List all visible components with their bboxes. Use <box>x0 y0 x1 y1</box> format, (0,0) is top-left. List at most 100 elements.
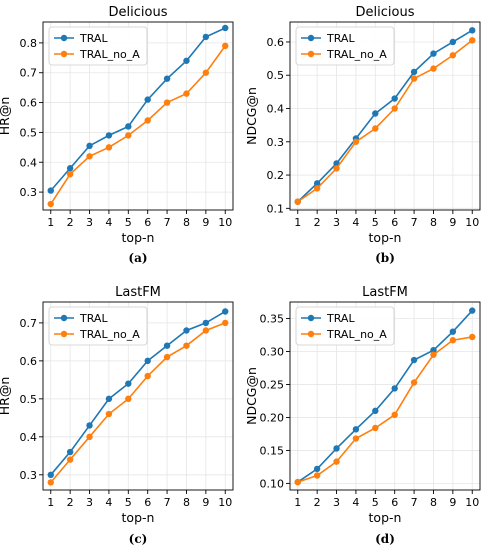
x-tick-label: 10 <box>218 496 232 509</box>
data-point <box>202 319 210 327</box>
plot-frame <box>42 301 234 491</box>
data-point <box>183 327 190 334</box>
x-tick-label: 10 <box>465 496 479 509</box>
data-point <box>449 38 457 46</box>
data-point <box>430 50 437 57</box>
x-tick-label: 4 <box>105 216 112 229</box>
data-point <box>469 333 476 341</box>
data-point <box>66 170 74 178</box>
x-axis-label: top-n <box>122 510 155 525</box>
data-point <box>391 411 398 418</box>
y-tick-label: 0.30 <box>260 345 285 358</box>
data-point <box>410 75 418 82</box>
data-point <box>125 395 132 403</box>
data-point <box>105 410 113 418</box>
y-tick-label: 0.2 <box>267 169 285 182</box>
legend: TRAL TRAL_no_A <box>295 26 395 66</box>
legend-label: TRAL <box>79 312 108 325</box>
legend-marker <box>60 330 68 338</box>
data-point <box>183 57 190 64</box>
legend-box <box>295 306 395 346</box>
legend-marker <box>60 314 68 322</box>
y-tick-label: 0.6 <box>20 355 38 368</box>
legend-marker <box>307 34 315 42</box>
x-tick-label: 4 <box>352 216 359 229</box>
panel-caption: (b) <box>375 251 395 265</box>
series-line-2 <box>297 39 473 203</box>
legend-box <box>295 26 395 66</box>
data-point <box>372 407 379 415</box>
data-point <box>86 422 93 429</box>
x-tick-label: 7 <box>164 496 171 509</box>
data-point <box>430 346 437 354</box>
legend-label: TRAL <box>79 32 108 45</box>
y-axis-label: NDCG@n <box>244 87 259 145</box>
data-point <box>449 328 457 335</box>
x-tick-label: 1 <box>294 496 301 509</box>
legend-marker <box>60 34 68 42</box>
data-point <box>47 187 54 194</box>
legend-label: TRAL <box>326 32 355 45</box>
y-tick-label: 0.7 <box>20 67 38 80</box>
chart-panel-3: 0.3 0.4 0.5 0.6 0.7 1 2 3 4 5 6 7 8 9 10 LastFM top-n HR@… <box>0 285 234 546</box>
x-tick-label: 3 <box>333 496 340 509</box>
data-point <box>66 456 74 463</box>
data-point <box>333 458 340 465</box>
y-tick-label: 0.3 <box>20 186 38 199</box>
y-tick-label: 0.20 <box>260 411 285 424</box>
x-tick-label: 3 <box>86 496 93 509</box>
data-point <box>222 308 229 315</box>
y-tick-label: 0.4 <box>20 156 38 169</box>
x-tick-label: 2 <box>67 496 74 509</box>
data-point <box>391 95 398 102</box>
data-point <box>469 27 476 34</box>
data-point <box>125 132 132 139</box>
y-axis-label: NDCG@n <box>244 367 259 425</box>
legend-label: TRAL_no_A <box>326 48 387 61</box>
x-tick-label: 2 <box>314 496 321 509</box>
data-point <box>352 426 360 433</box>
plot-frame <box>289 301 481 491</box>
y-axis-label: HR@n <box>0 97 12 136</box>
x-tick-label: 5 <box>125 216 132 229</box>
legend-marker <box>60 50 68 58</box>
y-tick-label: 0.5 <box>20 393 38 406</box>
data-point <box>125 123 132 130</box>
chart-panel-2: 0.1 0.2 0.3 0.4 0.5 0.6 1 2 3 4 5 6 7 8 9 10 Delicious to… <box>244 5 481 265</box>
data-point <box>449 52 457 59</box>
y-axis-label: HR@n <box>0 377 12 416</box>
x-tick-label: 6 <box>391 216 398 229</box>
data-point <box>313 472 321 479</box>
data-point <box>313 465 321 473</box>
chart-title: Delicious <box>109 5 168 20</box>
y-tick-label: 0.5 <box>20 126 38 139</box>
chart-title: Delicious <box>356 5 415 20</box>
x-axis-label: top-n <box>122 230 155 245</box>
data-point <box>144 372 151 380</box>
data-point <box>47 200 54 208</box>
y-tick-label: 0.3 <box>267 136 285 149</box>
data-point <box>222 24 229 32</box>
y-tick-label: 0.6 <box>20 97 38 110</box>
legend: TRAL TRAL_no_A <box>295 306 395 346</box>
data-point <box>469 37 476 44</box>
x-tick-label: 10 <box>218 216 232 229</box>
x-axis-label: top-n <box>369 230 402 245</box>
data-point <box>86 142 93 150</box>
data-point <box>222 42 229 50</box>
series-line-1 <box>297 310 473 483</box>
legend-label: TRAL <box>326 312 355 325</box>
series-line-2 <box>297 336 473 483</box>
data-point <box>144 96 151 103</box>
data-point <box>66 165 74 172</box>
x-tick-label: 3 <box>333 216 340 229</box>
panel-caption: (c) <box>129 532 148 546</box>
data-point <box>163 99 171 106</box>
panel-caption: (d) <box>375 532 395 546</box>
x-tick-label: 5 <box>372 216 379 229</box>
x-axis-label: top-n <box>369 510 402 525</box>
data-point <box>333 445 340 452</box>
legend-label: TRAL_no_A <box>79 328 140 341</box>
series-line-1 <box>50 310 226 476</box>
